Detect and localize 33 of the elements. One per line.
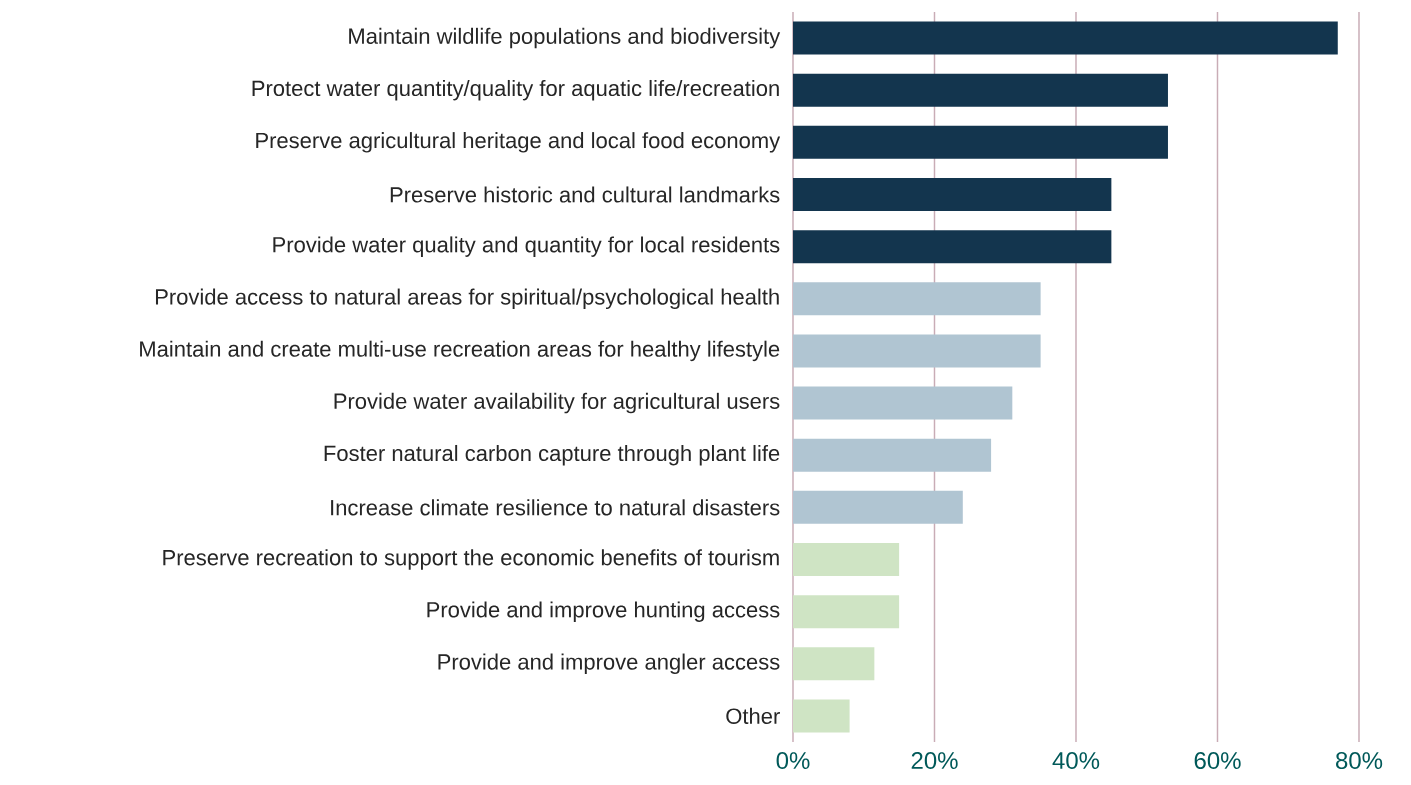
x-tick-label: 80%: [1336, 752, 1383, 770]
y-tick-label: Provide water availability for agricultural users: [334, 392, 780, 414]
y-tick-label: Maintain and create multi-use recreation areas for healthy lifestyle: [140, 340, 780, 362]
y-tick-label: Foster natural carbon capture through plant life: [324, 444, 780, 466]
bar: [792, 178, 1112, 211]
bar: [792, 73, 1168, 107]
bar: [792, 386, 1013, 420]
y-tick-label: Maintain wildlife populations and biodiversity: [349, 27, 781, 49]
y-tick-label: Provide and improve hunting access: [427, 601, 780, 622]
bar: [792, 647, 875, 681]
y-tick-label: Preserve agricultural heritage and local food economy: [256, 132, 781, 153]
bar: [792, 282, 1041, 316]
bar: [792, 438, 992, 472]
y-tick-label: Other: [726, 707, 780, 724]
y-tick-label: Preserve recreation to support the economic benefits of tourism: [163, 549, 779, 570]
x-tick-label: 60%: [1194, 752, 1241, 770]
y-tick-label: Provide water quality and quantity for local residents: [273, 236, 780, 257]
y-tick-label: Increase climate resilience to natural disasters: [331, 499, 780, 516]
bar: [792, 595, 900, 629]
x-tick-label: 20%: [911, 752, 958, 770]
bar: [792, 230, 1112, 264]
y-tick-label: Provide and improve angler access: [438, 653, 780, 675]
x-tick-label: 0%: [776, 752, 810, 770]
bar: [792, 543, 900, 576]
y-tick-label: Protect water quantity/quality for aquatic life/recreation: [252, 79, 779, 101]
y-tick-label: Preserve historic and cultural landmarks: [390, 186, 780, 203]
y-tick-label: Provide access to natural areas for spiritual/psychological health: [155, 288, 779, 310]
bar: [792, 334, 1041, 368]
x-tick-label: 40%: [1052, 752, 1100, 770]
bar: [792, 21, 1338, 55]
bar: [792, 125, 1168, 159]
bar: [792, 490, 963, 524]
bar: [792, 699, 850, 733]
